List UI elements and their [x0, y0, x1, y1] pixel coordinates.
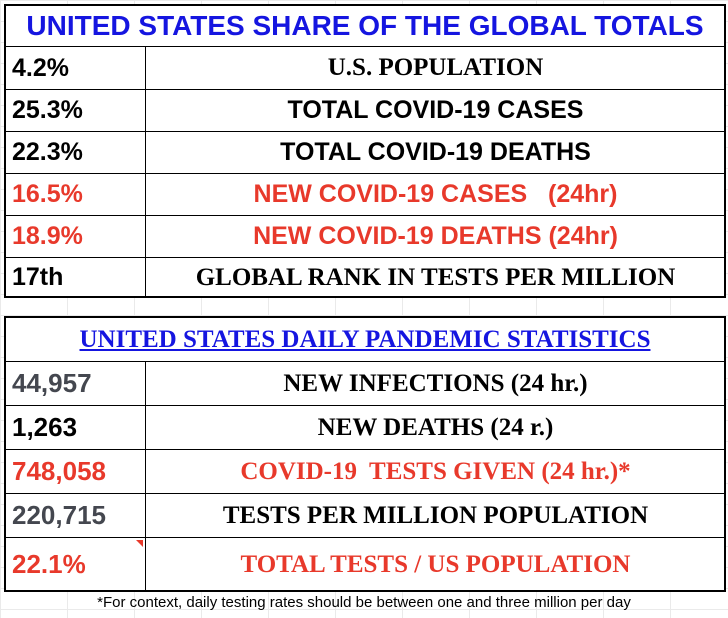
row-value: 4.2% — [6, 47, 146, 89]
table-row: 220,715 TESTS PER MILLION POPULATION — [6, 493, 724, 537]
row-label: TOTAL COVID-19 DEATHS — [280, 138, 591, 166]
row-label: NEW INFECTIONS (24 hr.) — [283, 369, 588, 397]
global-share-title: UNITED STATES SHARE OF THE GLOBAL TOTALS — [26, 10, 704, 41]
row-label: COVID-19 TESTS GIVEN (24 hr.)* — [240, 457, 631, 485]
row-value: 220,715 — [6, 494, 146, 537]
table-row: 1,263 NEW DEATHS (24 r.) — [6, 405, 724, 449]
row-value: 1,263 — [6, 406, 146, 449]
row-value: 18.9% — [6, 216, 146, 257]
table-row: 25.3% TOTAL COVID-19 CASES — [6, 89, 724, 131]
table-row: 4.2% U.S. POPULATION — [6, 46, 724, 89]
comment-indicator-icon[interactable] — [136, 540, 143, 547]
row-label: TESTS PER MILLION POPULATION — [222, 501, 649, 529]
row-value: 44,957 — [6, 362, 146, 405]
table-row: 22.3% TOTAL COVID-19 DEATHS — [6, 131, 724, 173]
row-label: NEW COVID-19 DEATHS (24hr) — [253, 222, 618, 250]
row-value: 22.3% — [6, 132, 146, 173]
table-row: 44,957 NEW INFECTIONS (24 hr.) — [6, 361, 724, 405]
row-value: 16.5% — [6, 174, 146, 215]
table-row: 17th GLOBAL RANK IN TESTS PER MILLION — [6, 257, 724, 297]
global-share-table: UNITED STATES SHARE OF THE GLOBAL TOTALS… — [4, 4, 726, 298]
footnote: *For context, daily testing rates should… — [97, 593, 631, 611]
row-label: NEW COVID-19 CASES (24hr) — [253, 180, 618, 208]
row-label: TOTAL TESTS / US POPULATION — [240, 550, 631, 578]
row-value: 22.1% — [6, 538, 146, 591]
row-value: 748,058 — [6, 450, 146, 493]
row-label: NEW DEATHS (24 r.) — [317, 413, 554, 441]
row-label: TOTAL COVID-19 CASES — [287, 96, 584, 124]
row-value: 17th — [6, 258, 146, 297]
daily-statistics-title: UNITED STATES DAILY PANDEMIC STATISTICS — [79, 325, 651, 353]
table-row: 16.5% NEW COVID-19 CASES (24hr) — [6, 173, 724, 215]
table-row: 748,058 COVID-19 TESTS GIVEN (24 hr.)* — [6, 449, 724, 493]
table-row: 22.1% TOTAL TESTS / US POPULATION — [6, 537, 724, 591]
row-value: 25.3% — [6, 90, 146, 131]
row-label: GLOBAL RANK IN TESTS PER MILLION — [195, 263, 676, 291]
table-row: 18.9% NEW COVID-19 DEATHS (24hr) — [6, 215, 724, 257]
row-label: U.S. POPULATION — [327, 54, 544, 81]
daily-statistics-table: UNITED STATES DAILY PANDEMIC STATISTICS … — [4, 316, 726, 592]
